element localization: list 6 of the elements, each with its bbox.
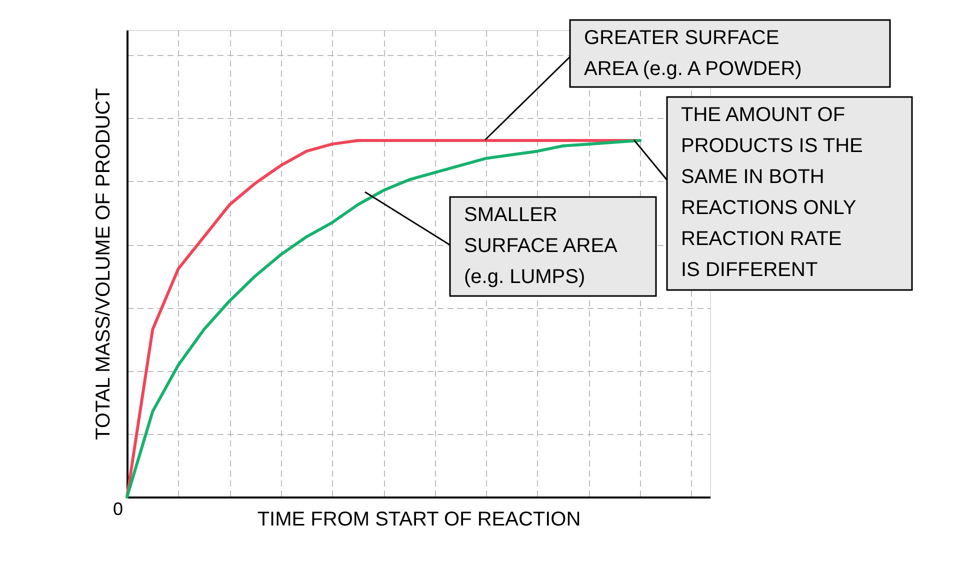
text: GREATER SURFACE AREA (e.g. A POWDER): [584, 27, 802, 80]
annotation: SMALLER SURFACE AREA (e.g. LUMPS): [464, 204, 618, 288]
x-axis-title: TIME FROM START OF REACTION: [257, 508, 581, 530]
text: THE AMOUNT OF PRODUCTS IS THE SAME IN BOTH REACTIONS ONLY REACTION RATE IS DIFFERENT: [681, 104, 863, 281]
text: 0: [112, 499, 123, 519]
y-axis-title: TOTAL MASS/VOLUME OF PRODUCT: [92, 88, 114, 440]
